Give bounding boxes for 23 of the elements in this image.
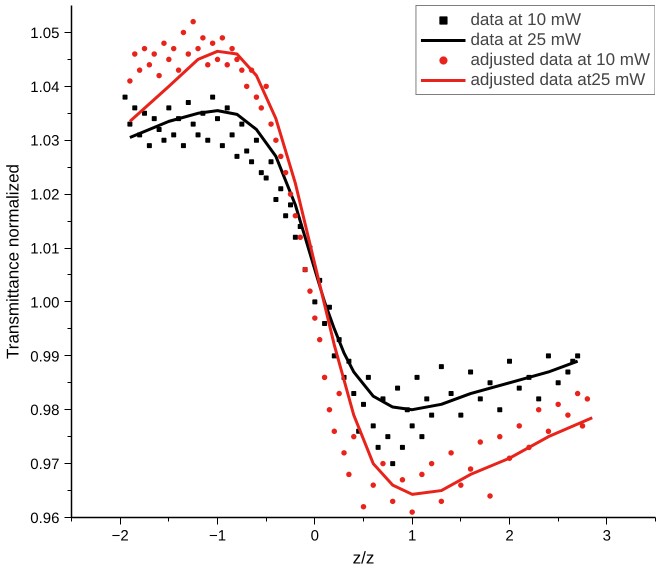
y-tick-label: 1.05 (30, 24, 60, 42)
y-tick-label: 0.97 (30, 456, 60, 474)
legend-label: adjusted data at25 mW (470, 70, 646, 90)
y-tick-label: 1.02 (30, 186, 60, 204)
y-tick-label: 0.98 (30, 402, 60, 420)
y-tick-label: 1.04 (30, 78, 60, 96)
y-tick-label: 1.01 (30, 240, 60, 258)
x-tick-label: 1 (408, 528, 416, 544)
y-tick-label: 0.96 (30, 510, 60, 527)
y-tick-label: 0.99 (30, 348, 60, 366)
legend-label: data at 10 mW (470, 10, 582, 30)
x-axis-title: z/z (352, 548, 374, 568)
y-tick-label: 1.00 (30, 294, 60, 312)
x-tick-label: 0 (310, 528, 320, 544)
line-series (128, 109, 580, 412)
legend-label: data at 25 mW (470, 30, 582, 50)
x-tick-label: 3 (602, 528, 612, 544)
x-tick-label: −2 (112, 528, 129, 544)
x-tick-label: −1 (208, 528, 226, 544)
y-axis-title: Transmittance normalized (3, 164, 22, 359)
legend-label: adjusted data at 10 mW (470, 50, 650, 70)
y-tick-label: 1.03 (30, 132, 60, 150)
x-tick-label: 2 (505, 528, 514, 544)
